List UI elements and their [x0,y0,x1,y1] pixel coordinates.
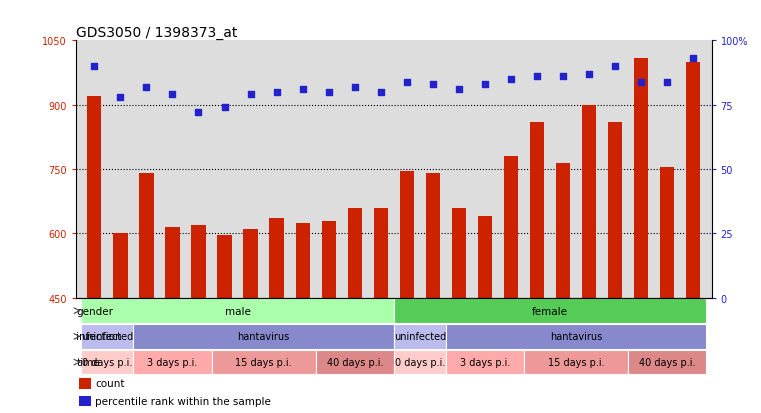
Text: gender: gender [76,306,113,316]
Point [349,84,361,91]
Point [427,82,439,88]
Text: 40 days p.i.: 40 days p.i. [639,357,696,367]
Text: GDS3050 / 1398373_at: GDS3050 / 1398373_at [76,26,237,40]
Bar [113,234,128,298]
Bar [133,324,394,349]
Point [401,79,413,85]
Text: 3 days p.i.: 3 days p.i. [460,357,510,367]
Point [687,56,699,63]
Point [114,95,126,101]
Text: 0 days p.i.: 0 days p.i. [82,357,132,367]
Point [193,110,205,116]
Bar [139,174,154,298]
Bar [524,350,628,375]
Point [505,76,517,83]
Point [583,71,595,78]
Point [271,89,283,96]
Bar [218,235,231,298]
Text: time: time [76,357,100,367]
Point [609,64,621,70]
Bar [322,221,336,298]
Text: uninfected: uninfected [393,332,446,342]
Bar [269,219,284,298]
Point [297,87,309,93]
Bar [88,97,101,298]
Bar [81,299,394,323]
Bar [394,324,446,349]
Text: infection: infection [76,332,122,342]
Text: female: female [532,306,568,316]
Bar [582,105,597,298]
Point [479,82,491,88]
Point [374,89,387,96]
Point [635,79,648,85]
Bar [133,350,212,375]
Bar [400,172,414,298]
Bar [478,217,492,298]
Bar [628,350,706,375]
Bar [165,228,180,298]
Bar [374,208,388,298]
Point [218,105,231,112]
Bar [295,223,310,298]
Bar [446,324,706,349]
Text: count: count [95,379,125,389]
Bar [608,123,622,298]
Text: uninfected: uninfected [81,332,133,342]
Point [453,87,465,93]
Text: 15 days p.i.: 15 days p.i. [235,357,292,367]
Point [140,84,152,91]
Text: 3 days p.i.: 3 days p.i. [148,357,198,367]
Bar [81,324,133,349]
Text: percentile rank within the sample: percentile rank within the sample [95,396,271,406]
Bar [348,208,362,298]
Bar [394,350,446,375]
Bar [634,58,648,298]
Bar [212,350,316,375]
Bar [660,168,674,298]
Bar [686,63,700,298]
Point [531,74,543,81]
Bar [452,208,466,298]
Point [661,79,673,85]
Point [323,89,335,96]
Text: hantavirus: hantavirus [237,332,290,342]
Bar [316,350,394,375]
Bar [81,350,133,375]
Text: 0 days p.i.: 0 days p.i. [395,357,445,367]
Bar [394,299,706,323]
Bar [530,123,544,298]
Bar [244,230,258,298]
Bar [556,163,570,298]
Text: 40 days p.i.: 40 days p.i. [326,357,383,367]
Point [167,92,179,99]
Point [88,64,100,70]
Bar [504,157,518,298]
Point [244,92,256,99]
Bar [79,378,91,389]
Bar [425,174,440,298]
Bar [446,350,524,375]
Text: 15 days p.i.: 15 days p.i. [548,357,604,367]
Text: hantavirus: hantavirus [550,332,602,342]
Bar [79,396,91,406]
Bar [191,225,205,298]
Text: male: male [224,306,250,316]
Point [557,74,569,81]
